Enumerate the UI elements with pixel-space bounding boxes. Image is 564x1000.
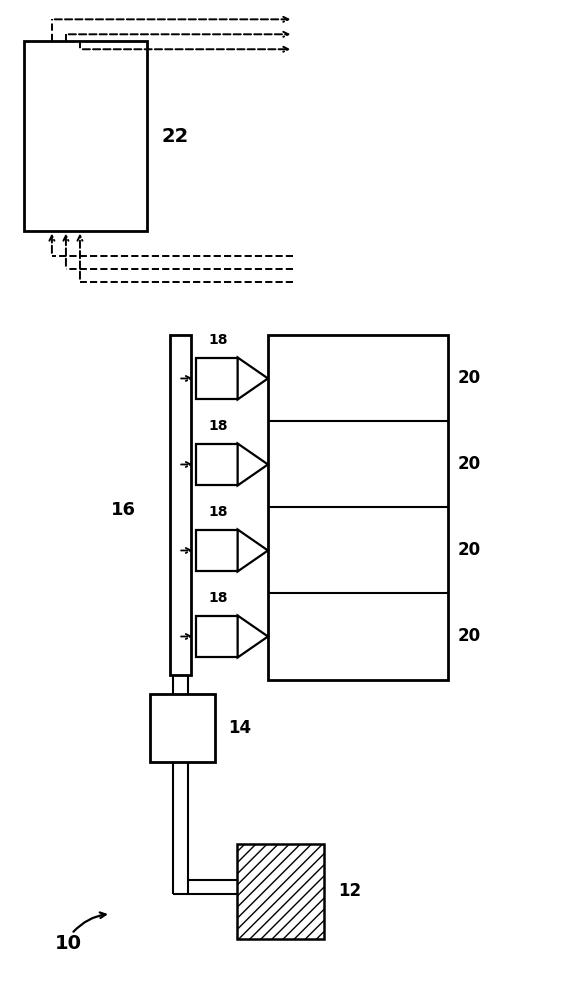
Bar <box>196 616 237 657</box>
Bar <box>268 335 448 680</box>
Text: 20: 20 <box>457 541 481 559</box>
Bar <box>237 844 324 939</box>
Text: 10: 10 <box>55 934 82 953</box>
Polygon shape <box>237 616 268 657</box>
Text: 20: 20 <box>457 369 481 387</box>
Bar <box>196 444 237 485</box>
Text: 22: 22 <box>161 127 188 146</box>
Bar <box>196 530 237 571</box>
Bar <box>24 41 147 231</box>
Polygon shape <box>237 358 268 399</box>
Polygon shape <box>237 530 268 571</box>
Text: 20: 20 <box>457 627 481 645</box>
Text: 18: 18 <box>208 419 228 433</box>
Bar <box>150 694 215 762</box>
Text: 18: 18 <box>208 505 228 519</box>
Text: 12: 12 <box>338 882 362 900</box>
Text: 18: 18 <box>208 591 228 605</box>
Bar <box>196 358 237 399</box>
Bar <box>170 335 191 675</box>
Text: 18: 18 <box>208 333 228 347</box>
Text: 14: 14 <box>228 719 252 737</box>
Polygon shape <box>237 444 268 485</box>
Text: 20: 20 <box>457 455 481 473</box>
Text: 16: 16 <box>111 501 136 519</box>
